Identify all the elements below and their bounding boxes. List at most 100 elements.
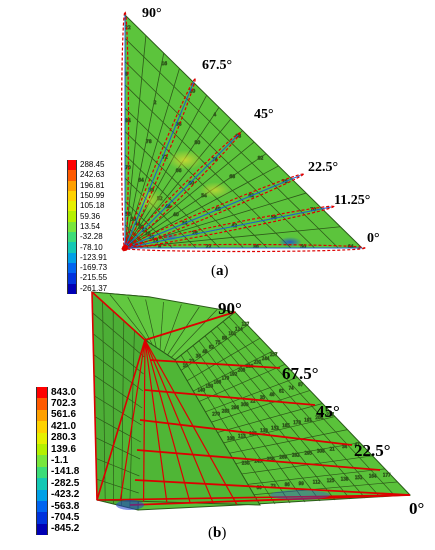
node-label: 4 — [213, 112, 216, 118]
legend-value: 196.81 — [80, 180, 105, 190]
mesh-col — [228, 316, 396, 497]
legend-row: -563.8 — [36, 500, 80, 513]
node-label: 88 — [235, 134, 241, 140]
element-label: 230 — [242, 461, 250, 466]
element-label: 114 — [235, 326, 243, 331]
node-label: 40 — [173, 212, 179, 218]
red-fan-line — [142, 339, 146, 502]
legend-swatch — [36, 523, 48, 536]
node-label: 64 — [138, 178, 144, 184]
element-label: 10 — [183, 363, 189, 368]
legend-row: 843.0 — [36, 386, 79, 399]
legend-value: -704.5 — [51, 511, 80, 523]
element-label: 87 — [298, 382, 304, 387]
element-label: 86 — [285, 482, 291, 487]
legend-value: -141.8 — [51, 466, 80, 478]
legend-row: 196.81 — [67, 180, 107, 191]
element-label: 295 — [304, 450, 312, 455]
fan-ellipse — [122, 132, 241, 251]
red-edge — [96, 339, 146, 501]
legend-swatch — [36, 421, 48, 433]
legend-row: -169.73 — [67, 262, 107, 274]
element-label: 270 — [212, 412, 220, 417]
element-label: 243 — [254, 459, 262, 464]
node-label: 46 — [165, 204, 171, 210]
legend-value: 59.36 — [80, 211, 101, 221]
element-label: 21 — [330, 446, 336, 451]
mesh-left — [95, 458, 140, 477]
element-label: 151 — [355, 475, 363, 480]
legend-row: 150.99 — [67, 190, 107, 202]
angle-label-67-5: 67.5° — [202, 58, 233, 73]
red-section-line — [139, 419, 353, 446]
legend-swatch — [67, 190, 77, 202]
element-label: 112 — [313, 479, 321, 484]
element-label: 138 — [341, 477, 349, 482]
mesh-col — [216, 326, 366, 499]
legend-row: 242.63 — [67, 170, 107, 181]
legend-value: -261.37 — [80, 283, 108, 293]
node-label: 50 — [130, 217, 136, 223]
legend-value: -563.8 — [51, 500, 80, 512]
element-label: 127 — [242, 322, 250, 327]
element-label: 47 — [355, 442, 361, 447]
element-label: 48 — [269, 392, 275, 397]
node-label: 72 — [162, 155, 168, 161]
legend-swatch — [67, 160, 77, 171]
red-section-line — [129, 494, 411, 506]
element-label: 204 — [315, 415, 323, 420]
legend-value: 421.0 — [51, 420, 77, 432]
legend-value: 150.99 — [80, 191, 105, 201]
red-edge — [91, 291, 146, 341]
caption-a: (a) — [211, 263, 229, 279]
node-label: 78 — [146, 139, 152, 145]
red-fan-line — [144, 339, 191, 504]
red-section-line — [134, 479, 411, 496]
fan-ellipse — [121, 243, 366, 253]
node-label: 10 — [189, 88, 195, 94]
legend-row: 105.18 — [67, 201, 107, 212]
element-label: 152 — [271, 425, 279, 430]
legend-row: -141.8 — [36, 466, 80, 479]
red-section-line — [144, 311, 236, 341]
element-label: 22 — [250, 398, 256, 403]
legend-value: 843.0 — [51, 386, 77, 398]
legend-swatch — [67, 262, 77, 274]
mesh-top — [170, 309, 218, 358]
legend-swatch — [36, 432, 48, 444]
legend-row: -261.37 — [67, 283, 108, 294]
element-label: 308 — [317, 448, 325, 453]
element-label: 164 — [369, 474, 377, 479]
element-label: 36 — [196, 354, 202, 359]
node-label: 16 — [161, 61, 167, 67]
element-label: 192 — [230, 372, 238, 377]
mesh-left — [92, 333, 144, 375]
legend-value: 561.6 — [51, 409, 77, 421]
element-label: 125 — [327, 478, 335, 483]
legend-swatch — [67, 242, 77, 253]
fan-line — [124, 134, 239, 249]
red-fan-line — [144, 339, 168, 503]
legend-row: -78.10 — [67, 242, 107, 253]
element-label: 101 — [228, 331, 236, 336]
node-label: 36 — [253, 244, 259, 250]
element-label: 179 — [222, 375, 230, 380]
mesh-left — [95, 437, 141, 460]
mesh-top — [145, 299, 157, 348]
mesh-left — [94, 395, 142, 426]
legend-value: 280.3 — [51, 432, 77, 444]
angle-label-90: 90° — [142, 6, 162, 21]
legend-swatch — [36, 478, 48, 490]
element-label: 100 — [227, 436, 235, 441]
node-label: 64 — [348, 244, 354, 250]
angle-label-67-5-b: 67.5° — [282, 364, 319, 383]
legend-swatch — [67, 273, 77, 284]
legend-row: 561.6 — [36, 409, 79, 422]
legend-swatch — [36, 500, 48, 513]
element-label: 23 — [189, 358, 195, 363]
mesh-top — [109, 294, 150, 343]
mesh-col — [210, 330, 351, 500]
legend-value: 139.6 — [51, 443, 77, 455]
element-label: 309 — [241, 402, 249, 407]
